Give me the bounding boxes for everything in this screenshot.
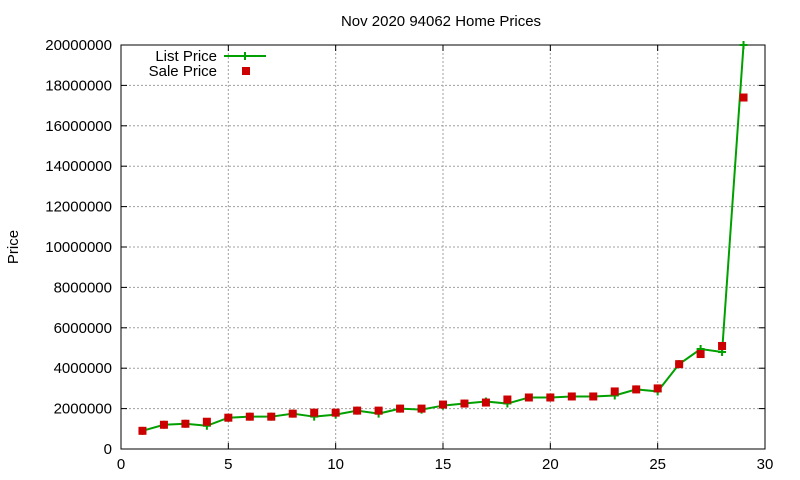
sale-price-point (653, 384, 662, 393)
data-series (138, 41, 748, 435)
sale-price-point (589, 392, 598, 401)
sale-price-point (439, 400, 447, 409)
y-tick-label: 8000000 (54, 279, 112, 296)
sale-price-point (546, 393, 555, 402)
sale-price-point (374, 406, 383, 415)
y-tick-label: 0 (104, 441, 112, 458)
y-tick-label: 10000000 (45, 239, 112, 256)
legend-marker-sale-price (242, 67, 250, 75)
x-tick-label: 15 (435, 456, 452, 473)
chart-legend: List Price Sale Price (149, 48, 266, 80)
sale-price-point (481, 398, 490, 407)
y-tick-label: 14000000 (45, 158, 112, 175)
sale-price-point (417, 404, 426, 413)
y-tick-label: 2000000 (54, 401, 112, 418)
sale-price-point (718, 341, 727, 350)
legend-label-list-price: List Price (155, 48, 217, 65)
sale-price-point (460, 399, 469, 408)
sale-price-point (224, 413, 233, 422)
sale-price-point (331, 408, 340, 417)
sale-price-point (567, 392, 576, 401)
grid-lines (121, 45, 765, 449)
y-tick-label: 12000000 (45, 199, 112, 216)
axis-ticks: 0 5 10 15 20 25 30 0 2000000 4000000 6000000 800000… (45, 37, 773, 473)
sale-price-point (675, 360, 684, 369)
x-tick-label: 5 (224, 456, 232, 473)
sale-price-point (288, 409, 297, 418)
chart-title: Nov 2020 94062 Home Prices (341, 13, 541, 30)
sale-price-point (396, 404, 405, 413)
sale-price-point (310, 408, 319, 417)
x-tick-label: 25 (649, 456, 666, 473)
sale-price-point (245, 412, 254, 421)
sale-price-point (524, 393, 533, 402)
y-tick-label: 16000000 (45, 118, 112, 135)
sale-price-point (632, 385, 641, 394)
y-tick-label: 4000000 (54, 360, 112, 377)
y-tick-label: 6000000 (54, 320, 112, 337)
sale-price-point (267, 412, 276, 421)
y-axis-label: Price (5, 230, 22, 264)
sale-price-point (202, 417, 211, 426)
legend-marker-list-price (241, 52, 249, 60)
x-tick-label: 30 (757, 456, 774, 473)
y-tick-label: 20000000 (45, 37, 112, 54)
x-tick-label: 10 (327, 456, 344, 473)
x-tick-label: 0 (117, 456, 125, 473)
sale-price-point (159, 420, 168, 429)
x-tick-label: 20 (542, 456, 559, 473)
sale-price-point (696, 350, 705, 359)
sale-price-point (503, 395, 512, 404)
plot-frame (120, 44, 766, 450)
sale-price-point (610, 387, 619, 396)
sale-price-point (739, 93, 748, 102)
y-tick-label: 18000000 (45, 77, 112, 94)
sale-price-point (353, 406, 362, 415)
sale-price-point (181, 419, 190, 428)
list-price-point (739, 41, 748, 49)
sale-price-point (138, 426, 147, 435)
legend-label-sale-price: Sale Price (149, 63, 217, 80)
